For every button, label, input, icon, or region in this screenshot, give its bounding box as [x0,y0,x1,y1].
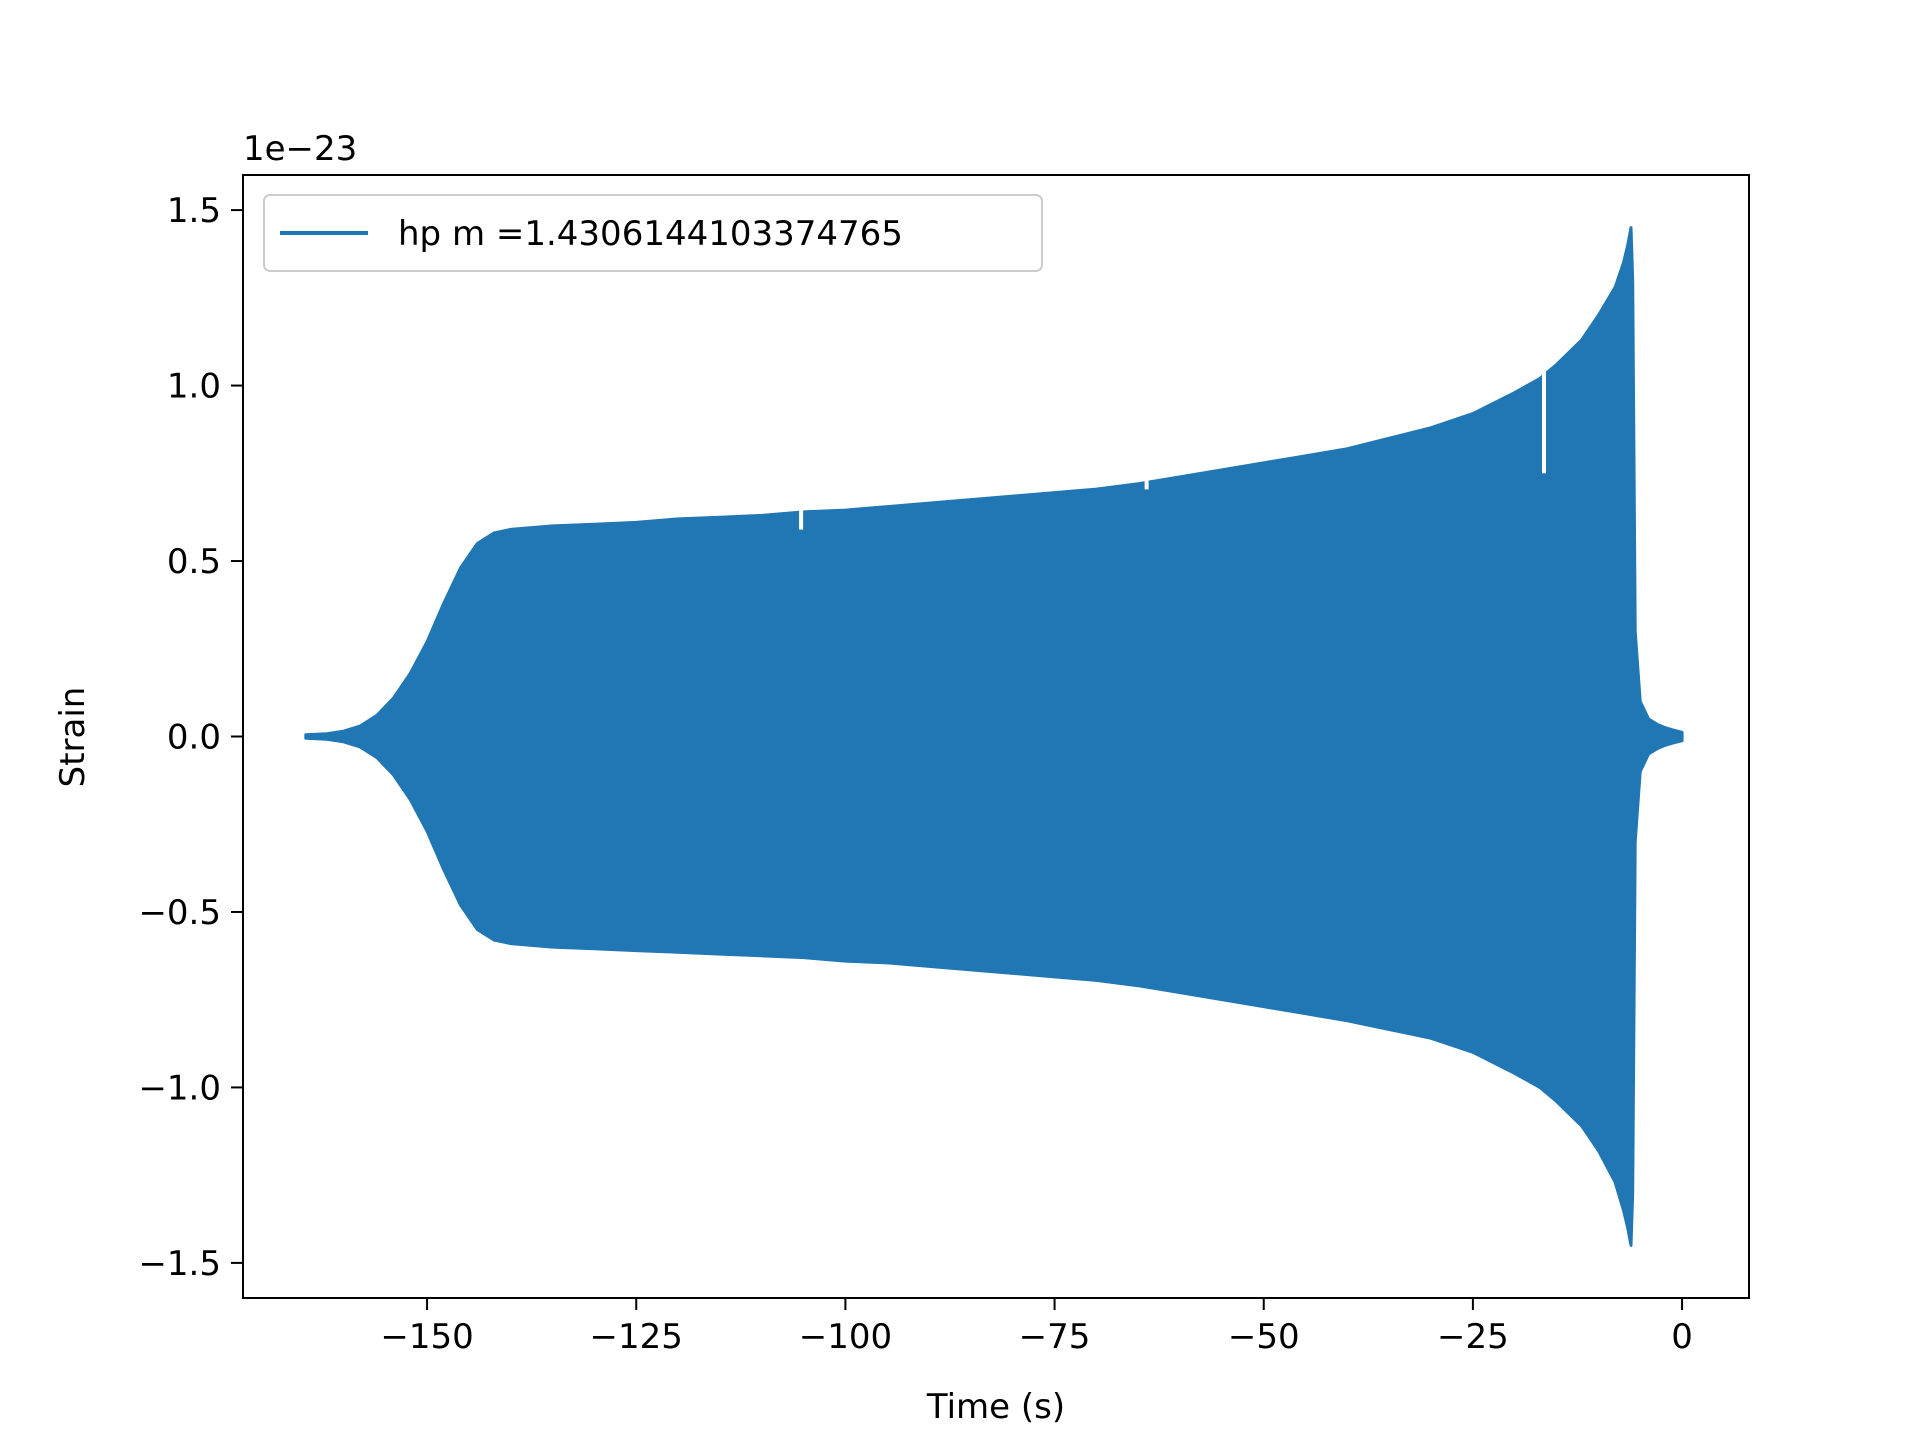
x-tick-label: −150 [380,1317,473,1357]
waveform-glitches [799,371,1546,530]
x-tick-label: −75 [1019,1317,1091,1357]
y-tick-label: −0.5 [138,893,221,933]
plot-area [304,226,1684,1247]
x-axis-label: Time (s) [926,1387,1065,1427]
y-tick-label: 0.5 [167,542,221,582]
y-tick-label: −1.5 [138,1244,221,1284]
waveform-notch [799,508,804,530]
waveform-notch [1542,371,1546,474]
y-offset-label: 1e−23 [243,129,357,169]
legend: hp m =1.4306144103374765 [263,194,1043,272]
waveform-envelope [304,226,1684,1247]
legend-box [263,194,1043,272]
x-axis: −150 −125 −100 −75 −50 −25 0 [380,1298,1693,1357]
x-tick-label: −100 [799,1317,892,1357]
x-tick-label: −25 [1437,1317,1509,1357]
y-axis: −1.5 −1.0 −0.5 0.0 0.5 1.0 1.5 [138,191,243,1284]
y-tick-label: −1.0 [138,1068,221,1108]
x-tick-label: −50 [1228,1317,1300,1357]
waveform-notch [1144,478,1149,490]
y-tick-label: 1.5 [167,191,221,231]
y-axis-label: Strain [53,687,93,788]
x-tick-label: −125 [590,1317,683,1357]
legend-label: hp m =1.4306144103374765 [398,214,903,254]
y-tick-label: 1.0 [167,367,221,407]
y-tick-label: 0.0 [167,718,221,758]
x-tick-label: 0 [1671,1317,1693,1357]
